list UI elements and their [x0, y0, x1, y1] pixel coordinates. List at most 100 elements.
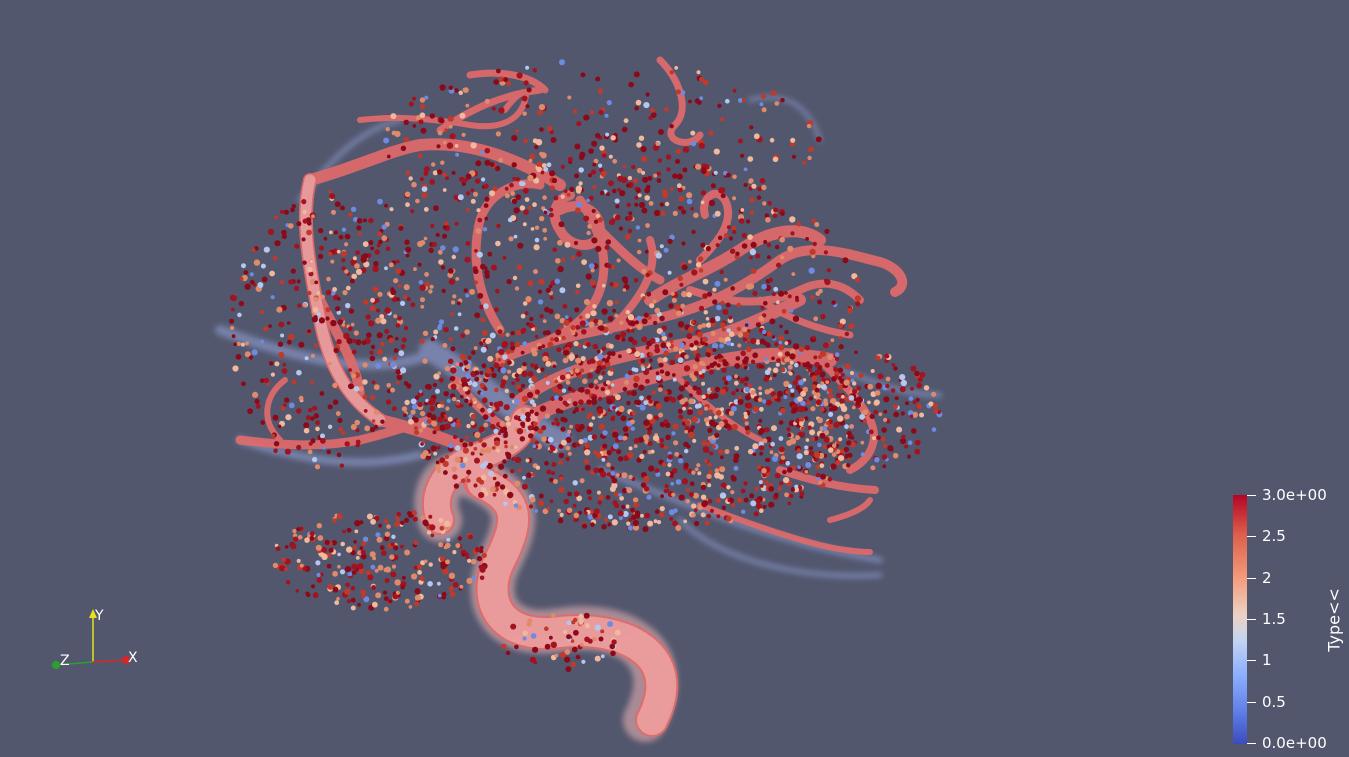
- particle: [299, 563, 304, 568]
- particle: [449, 133, 456, 140]
- particle: [546, 469, 552, 475]
- particle: [725, 375, 732, 381]
- particle: [664, 201, 670, 207]
- particle: [860, 440, 865, 445]
- particle: [263, 246, 270, 253]
- particle: [273, 448, 278, 454]
- particle: [522, 475, 526, 480]
- particle: [473, 446, 478, 451]
- particle: [448, 124, 453, 129]
- particle: [462, 386, 469, 392]
- particle: [435, 388, 440, 394]
- particle: [297, 535, 303, 540]
- particle: [357, 563, 364, 570]
- particle: [627, 215, 633, 221]
- particle: [702, 278, 709, 285]
- particle: [382, 590, 388, 595]
- particle: [770, 441, 775, 447]
- particle: [584, 442, 590, 449]
- particle: [831, 405, 838, 412]
- particle: [490, 486, 496, 492]
- particle: [362, 379, 368, 385]
- particle: [769, 482, 773, 487]
- color-legend-bar[interactable]: [1233, 495, 1247, 744]
- particle: [459, 584, 464, 589]
- particle: [676, 183, 682, 189]
- particle: [686, 333, 693, 340]
- particle: [493, 405, 500, 412]
- particle: [740, 350, 746, 357]
- particle: [509, 445, 515, 450]
- particle: [720, 300, 725, 305]
- particle: [593, 219, 599, 224]
- particle: [306, 592, 311, 598]
- particle: [631, 164, 636, 170]
- particle: [507, 491, 514, 499]
- particle: [309, 531, 315, 537]
- particle: [804, 416, 809, 421]
- particle: [635, 99, 642, 106]
- particle: [335, 411, 341, 416]
- particle: [691, 229, 696, 234]
- particle: [428, 399, 435, 406]
- particle: [480, 474, 487, 481]
- particle: [610, 351, 616, 357]
- particle: [744, 425, 750, 431]
- particle: [479, 575, 485, 581]
- particle: [448, 278, 455, 285]
- particle: [691, 269, 698, 276]
- particle: [290, 207, 295, 213]
- particle: [737, 398, 744, 405]
- color-legend-tick: [1247, 660, 1256, 662]
- particle: [779, 236, 785, 243]
- particle: [283, 209, 289, 215]
- particle: [566, 507, 573, 513]
- particle: [544, 413, 551, 419]
- particle: [858, 373, 864, 379]
- particle: [638, 384, 645, 391]
- particle: [576, 121, 582, 127]
- particle: [598, 375, 603, 381]
- particle: [745, 429, 751, 435]
- particle: [688, 492, 694, 497]
- particle: [599, 190, 605, 196]
- particle: [578, 374, 583, 379]
- particle: [604, 245, 610, 250]
- particle: [392, 356, 397, 361]
- particle: [557, 239, 563, 246]
- particle: [812, 241, 817, 247]
- particle: [781, 308, 787, 314]
- color-legend-tick: [1247, 495, 1256, 496]
- particle: [480, 346, 487, 353]
- particle: [671, 431, 676, 436]
- particle: [304, 537, 310, 543]
- particle: [565, 380, 571, 385]
- particle: [549, 212, 554, 218]
- orientation-axes-widget[interactable]: Y X Z: [40, 600, 150, 680]
- particle: [400, 585, 406, 590]
- particle: [769, 450, 774, 455]
- particle: [541, 425, 547, 431]
- particle: [892, 452, 899, 459]
- particle: [351, 373, 357, 379]
- particle: [802, 362, 808, 368]
- particle: [313, 315, 318, 320]
- particle: [284, 448, 291, 455]
- particle: [625, 183, 631, 188]
- particle: [355, 439, 361, 445]
- particle: [336, 249, 341, 254]
- particle: [672, 423, 679, 430]
- particle: [834, 370, 840, 377]
- particle: [494, 165, 501, 172]
- particle: [430, 533, 435, 538]
- particle: [690, 140, 697, 147]
- particle: [588, 382, 594, 389]
- particle: [505, 451, 509, 456]
- particle: [491, 264, 497, 271]
- particle: [862, 419, 867, 424]
- particle: [439, 556, 446, 562]
- particle: [305, 415, 311, 421]
- particle: [544, 306, 550, 313]
